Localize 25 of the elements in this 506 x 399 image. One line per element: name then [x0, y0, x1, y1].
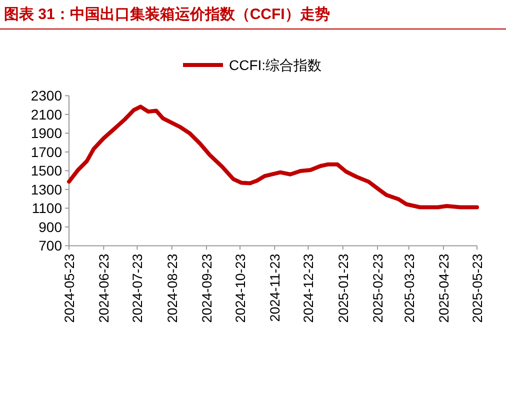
x-tick-label: 2024-08-23	[164, 254, 180, 323]
y-tick-label: 2100	[30, 106, 62, 122]
x-tick-label: 2024-12-23	[301, 254, 316, 323]
x-tick-label: 2025-02-23	[370, 254, 386, 323]
x-tick-label: 2025-03-23	[402, 254, 417, 323]
y-tick-label: 1900	[30, 125, 62, 142]
legend-label: CCFI:综合指数	[229, 57, 322, 73]
y-tick-label: 2300	[30, 88, 62, 104]
x-tick-label: 2025-04-23	[436, 254, 452, 323]
y-tick-label: 1700	[30, 144, 62, 160]
y-tick-label: 1500	[30, 162, 62, 179]
y-tick-label: 900	[38, 218, 62, 235]
x-tick-label: 2024-09-23	[199, 254, 214, 323]
y-tick-label: 1300	[30, 181, 62, 198]
x-tick-label: 2024-05-23	[62, 254, 77, 323]
y-tick-label: 1100	[32, 200, 62, 216]
x-tick-label: 2025-05-23	[470, 254, 485, 323]
x-tick-label: 2025-01-23	[336, 254, 351, 323]
y-tick-label: 700	[38, 238, 62, 254]
chart-title: 图表 31：中国出口集装箱运价指数（CCFI）走势	[4, 6, 330, 23]
x-tick-label: 2024-11-23	[268, 254, 283, 322]
x-tick-label: 2024-10-23	[233, 254, 248, 323]
x-tick-label: 2024-06-23	[96, 254, 112, 323]
line-series	[67, 104, 479, 210]
x-tick-label: 2024-07-23	[130, 254, 146, 323]
